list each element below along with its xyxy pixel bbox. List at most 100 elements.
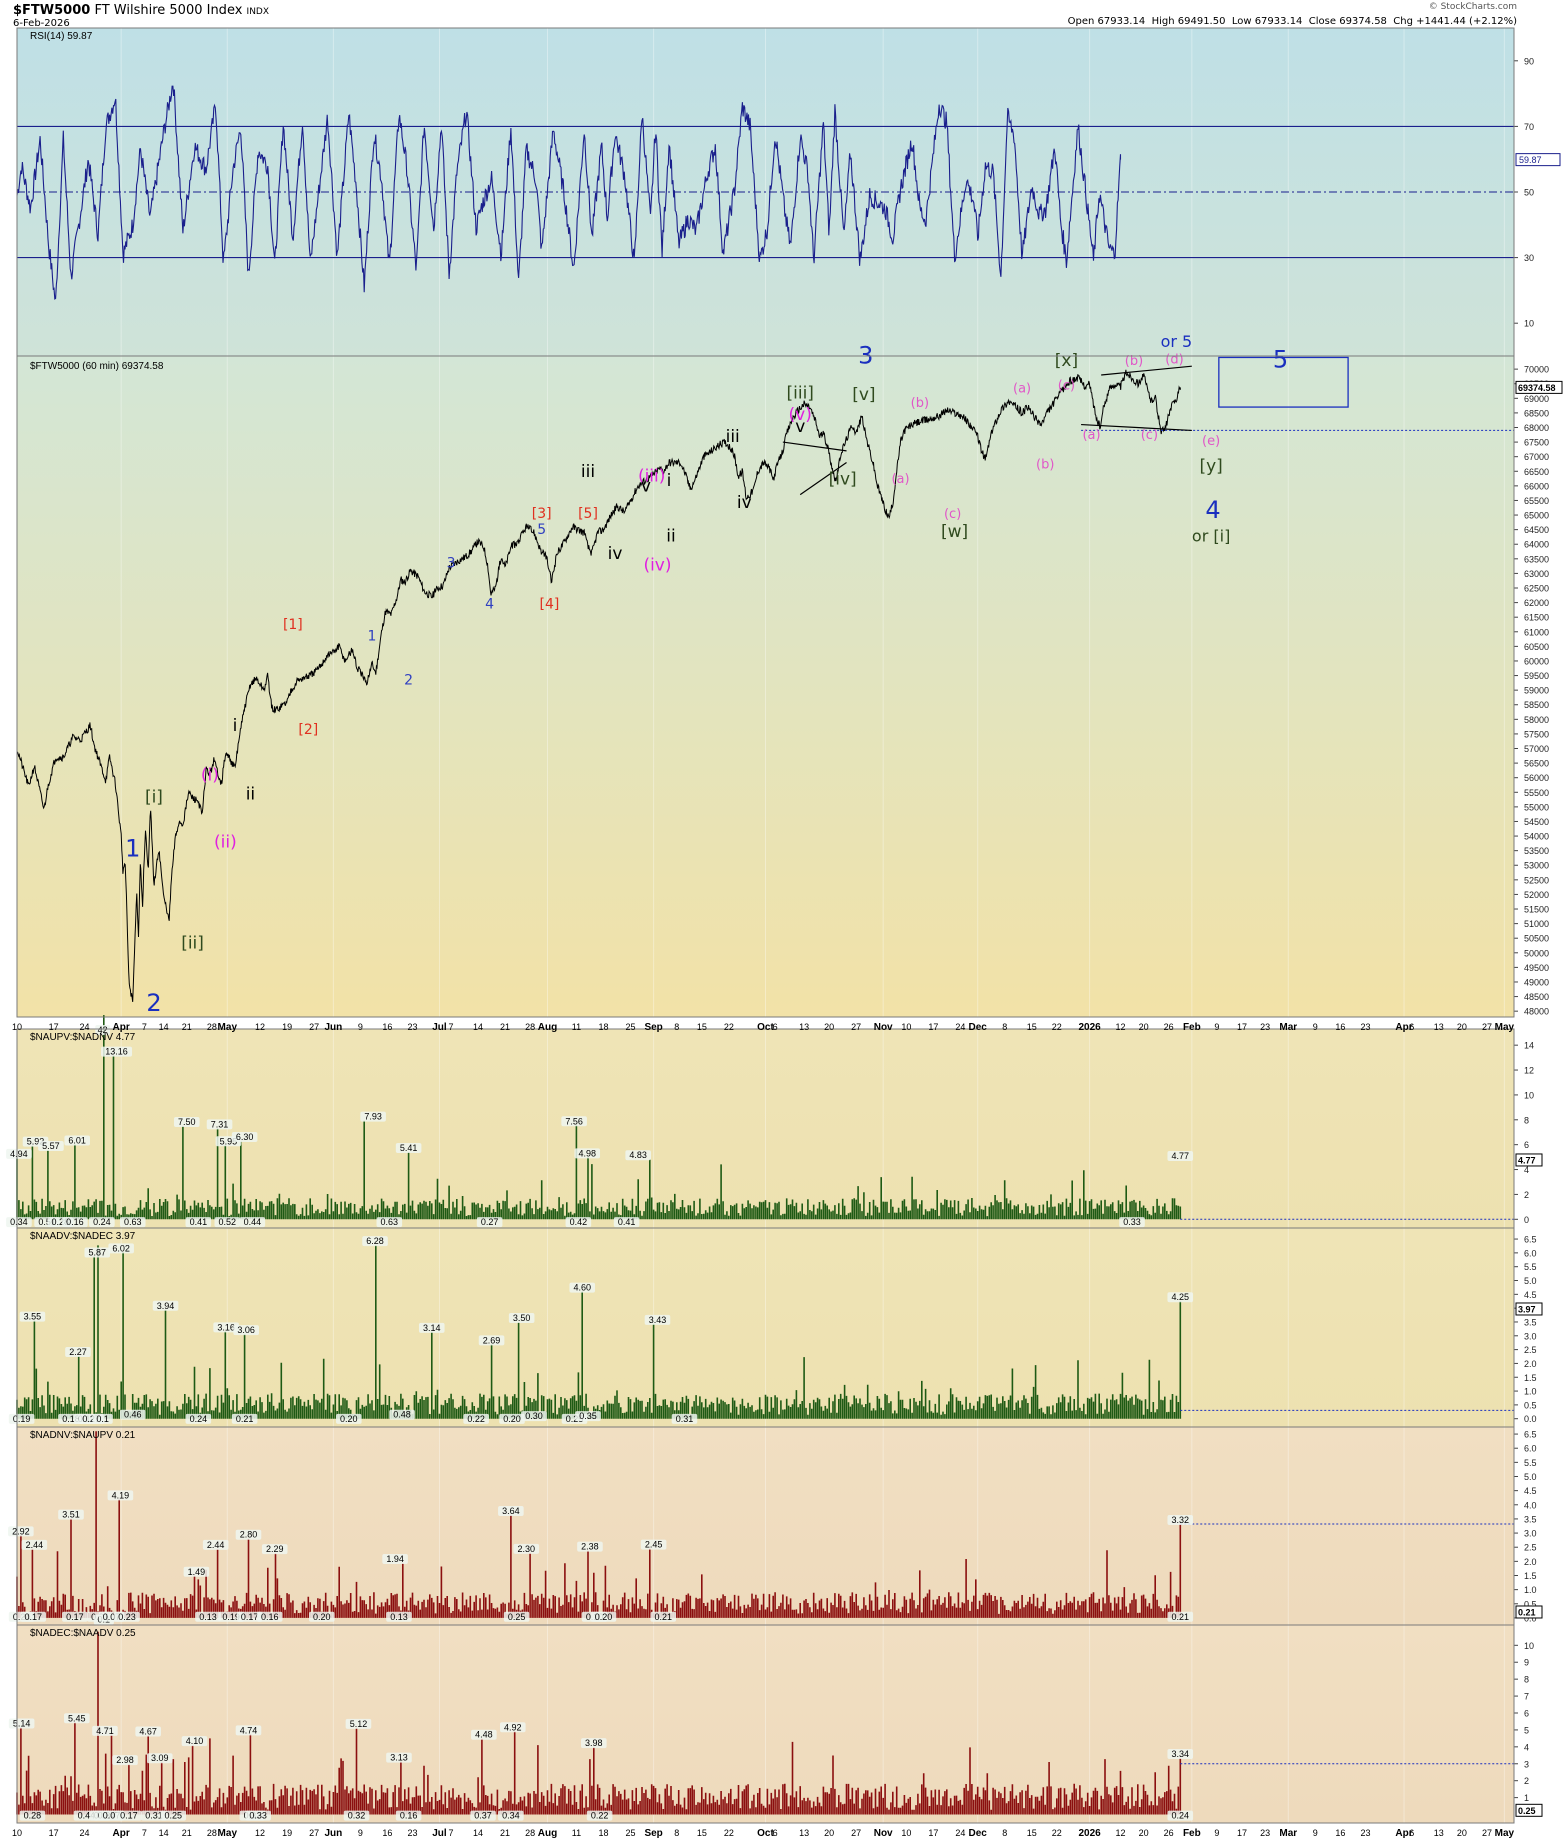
wave-label: [1]: [283, 617, 303, 633]
y-tick-label: 58500: [1524, 700, 1549, 710]
y-tick-label: 49000: [1524, 977, 1549, 987]
wave-label: iii: [726, 427, 740, 447]
y-tick-label: 65000: [1524, 511, 1549, 521]
data-label-bg: [135, 1726, 161, 1737]
y-tick-label: 55500: [1524, 788, 1549, 798]
y-tick-label: 90: [1524, 56, 1534, 66]
data-label-bg: [119, 1409, 146, 1420]
x-tick-label: 18: [598, 1828, 608, 1838]
data-label: 2.44: [26, 1540, 44, 1550]
x-tick-label: 13: [1434, 1828, 1444, 1838]
data-label-bg: [8, 1526, 34, 1537]
data-label-bg: [625, 1150, 651, 1161]
y-tick-label: 1.5: [1524, 1571, 1537, 1581]
data-label-bg: [160, 1810, 187, 1821]
x-tick-label: 11: [572, 1022, 581, 1032]
y-tick-label: 68000: [1524, 423, 1549, 433]
data-label: 4.71: [96, 1726, 114, 1736]
x-tick-label: Dec: [969, 1828, 988, 1838]
indicator-last-value-box: [1515, 1605, 1543, 1619]
x-tick-label: 13: [799, 1828, 809, 1838]
x-tick-label: 15: [1027, 1828, 1037, 1838]
data-label: 0.17: [24, 1612, 42, 1622]
wave-label: (a): [891, 472, 909, 487]
panel-background: [17, 1427, 1514, 1625]
wave-label: (e): [1202, 434, 1220, 449]
data-label-bg: [181, 1736, 208, 1747]
data-label-bg: [395, 1143, 422, 1154]
x-tick-label: 11: [572, 1828, 581, 1838]
data-label-bg: [640, 1539, 667, 1550]
y-tick-label: 50500: [1524, 934, 1549, 944]
y-tick-label: 53000: [1524, 861, 1549, 871]
data-label: 0.63: [124, 1217, 142, 1227]
y-tick-label: 59500: [1524, 671, 1549, 681]
data-label: 0.28: [51, 1217, 69, 1227]
y-tick-label: 63000: [1524, 569, 1549, 579]
y-tick-label: 52000: [1524, 890, 1549, 900]
y-tick-label: 8: [1524, 1675, 1529, 1685]
x-tick-label: 17: [928, 1828, 938, 1838]
ohlc-readout: Open 67933.14 High 69491.50 Low 67933.14…: [1068, 16, 1517, 27]
y-tick-label: 3: [1524, 1759, 1529, 1769]
data-label-bg: [64, 1135, 90, 1146]
y-tick-label: 50: [1524, 188, 1534, 198]
x-tick-label: 9: [358, 1022, 363, 1032]
y-tick-label: 60000: [1524, 656, 1549, 666]
y-tick-label: 6: [1524, 1709, 1529, 1719]
x-tick-label: 23: [407, 1828, 417, 1838]
wave-label: (iii): [638, 466, 665, 486]
x-tick-label: 27: [309, 1828, 319, 1838]
x-tick-label: 16: [382, 1022, 392, 1032]
data-label-bg: [64, 1713, 90, 1724]
data-label-bg: [107, 1490, 134, 1501]
data-label-bg: [577, 1541, 603, 1552]
rsi-panel-label: RSI(14) 59.87: [30, 31, 93, 42]
y-tick-label: 5.0: [1524, 1276, 1537, 1286]
y-tick-label: 70: [1524, 122, 1534, 132]
x-tick-label: 17: [49, 1828, 59, 1838]
data-label-bg: [1119, 1217, 1145, 1228]
date-axis-band: [17, 1823, 1563, 1838]
data-label: 4.67: [139, 1727, 157, 1737]
x-tick-label: Sep: [644, 1022, 662, 1033]
y-tick-label: 61500: [1524, 613, 1549, 623]
x-tick-label: Feb: [1183, 1828, 1201, 1838]
y-tick-label: 4.5: [1524, 1486, 1537, 1496]
y-tick-label: 52500: [1524, 875, 1549, 885]
data-label: 0.46: [124, 1410, 142, 1420]
data-label: 2.45: [645, 1540, 663, 1550]
axis-strip: [1514, 1625, 1563, 1823]
x-tick-label: 23: [1260, 1022, 1270, 1032]
y-tick-label: 54000: [1524, 832, 1549, 842]
data-label: 5.95: [220, 1136, 238, 1146]
x-tick-label: Apr: [1395, 1828, 1412, 1838]
data-label-bg: [108, 1243, 134, 1254]
data-label-bg: [8, 1413, 35, 1424]
data-label-bg: [463, 1413, 489, 1424]
x-tick-label: 27: [1482, 1022, 1492, 1032]
data-label: 0.23: [118, 1612, 136, 1622]
data-label-bg: [476, 1217, 503, 1228]
y-tick-label: 6.5: [1524, 1430, 1537, 1440]
y-tick-label: 10: [1524, 1090, 1534, 1100]
x-tick-label: 23: [407, 1022, 417, 1032]
wave-label: (v): [789, 405, 812, 425]
y-tick-label: 65500: [1524, 496, 1549, 506]
y-tick-label: 51500: [1524, 905, 1549, 915]
wave-label: (b): [911, 396, 929, 411]
data-label: 0.52: [219, 1217, 237, 1227]
rsi-last-value-box: [1515, 153, 1561, 167]
x-tick-label: 17: [1237, 1828, 1247, 1838]
x-tick-label: Oct: [757, 1022, 774, 1033]
data-label-bg: [185, 1217, 212, 1228]
y-tick-label: 60500: [1524, 642, 1549, 652]
x-tick-label: 16: [382, 1828, 392, 1838]
indicator-last-value-box: [1515, 1153, 1543, 1167]
data-label-bg: [233, 1325, 259, 1336]
x-tick-label: 6: [773, 1828, 778, 1838]
x-tick-label: 7: [142, 1022, 147, 1032]
data-label: 0.18: [62, 1414, 80, 1424]
x-tick-label: 14: [473, 1022, 483, 1032]
data-label: 3.06: [237, 1325, 255, 1335]
